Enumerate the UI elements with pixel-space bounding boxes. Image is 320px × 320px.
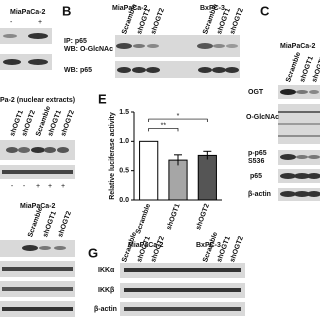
panel-title: Pa-2 (nuclear extracts) xyxy=(0,97,75,104)
significance: * xyxy=(177,113,180,120)
treatment: + xyxy=(61,183,65,190)
significance-bracket xyxy=(148,128,179,132)
panel-label: B xyxy=(62,3,71,18)
lane-label: shOGT2 xyxy=(150,235,166,263)
x-tick-label: shOGT1 xyxy=(166,203,182,231)
lane-label: shOGT2 xyxy=(60,109,76,137)
lane-label: Scramble xyxy=(27,206,44,238)
blot-label: p-p65 xyxy=(248,150,267,157)
treatment: - xyxy=(10,19,13,26)
treatment: + xyxy=(48,183,52,190)
blot-label: β-actin xyxy=(248,191,271,198)
blot-label: β-actin xyxy=(94,306,117,313)
bar xyxy=(139,140,159,201)
panel-label: E xyxy=(98,91,107,106)
blot-label: IKKβ xyxy=(98,287,115,294)
blot-label: IP: p65 xyxy=(64,38,87,45)
lane-label: shOGT1 xyxy=(42,210,58,238)
blot-label: WB: p65 xyxy=(64,67,92,74)
panel-label: G xyxy=(88,245,98,260)
blot-label: OGT xyxy=(248,89,264,96)
y-tick-label: 1.0 xyxy=(119,138,129,145)
x-tick-label: Scramble xyxy=(135,203,152,235)
y-tick-label: 0.5 xyxy=(119,168,129,175)
blot-label: S536 xyxy=(248,158,264,165)
cell-line: MiaPaCa-2 xyxy=(112,5,148,12)
cell-line: BxPC-3 xyxy=(200,5,225,12)
blot-label: WB: O-GlcNAc xyxy=(64,46,113,53)
cell-line: BxPC-3 xyxy=(196,242,221,249)
blots xyxy=(0,28,320,317)
significance-bracket xyxy=(148,118,208,123)
treatment: - xyxy=(23,183,26,190)
bar xyxy=(168,159,188,201)
cell-line: MiaPaCa-2 xyxy=(280,43,316,50)
lane-label: shOGT1 xyxy=(136,235,152,263)
treatment: + xyxy=(36,183,40,190)
treatment: - xyxy=(11,183,14,190)
cell-line: MiaPaCa-2 xyxy=(128,242,164,249)
blot-label: IKKα xyxy=(98,267,115,274)
significance: ** xyxy=(161,122,167,129)
blot-label: O-GlcNAc xyxy=(246,114,279,121)
lane-label: shOGT2 xyxy=(57,210,73,238)
lane-label: shOGT2 xyxy=(229,7,245,35)
treatment: + xyxy=(38,19,42,26)
cell-line: MiaPaCa-2 xyxy=(20,203,56,210)
lane-label: shOGT2 xyxy=(311,55,320,83)
panel-label: C xyxy=(260,3,270,18)
lane-label: shOGT2 xyxy=(150,7,166,35)
x-tick-label: shOGT2 xyxy=(195,203,211,231)
lane-label: shOGT2 xyxy=(229,235,245,263)
y-tick-label: 0.0 xyxy=(119,197,129,204)
bar xyxy=(197,154,217,201)
y-tick-label: 1.5 xyxy=(119,109,129,116)
y-axis-label: Relative luciferase activity xyxy=(109,112,116,200)
blot-label: p65 xyxy=(250,173,262,180)
cell-line: MiaPaCa-2 xyxy=(10,9,46,16)
